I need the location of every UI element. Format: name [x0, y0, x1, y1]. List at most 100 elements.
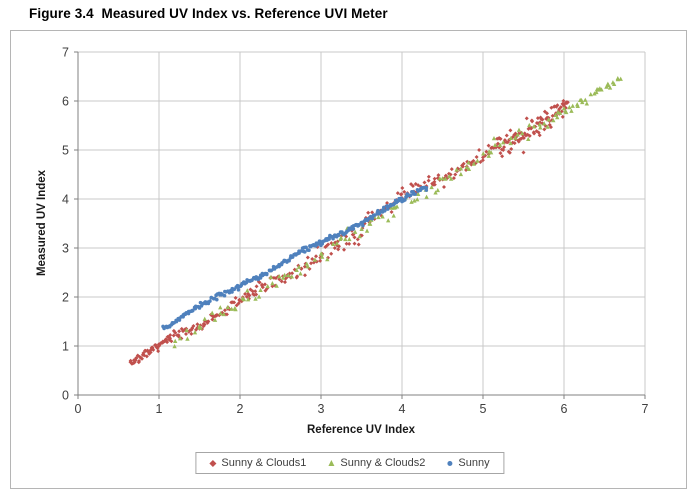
data-point-sunny-and-clouds2	[429, 184, 434, 190]
data-point-sunny-and-clouds1	[253, 289, 258, 294]
data-point-sunny-and-clouds2	[555, 114, 560, 120]
data-point-sunny-and-clouds1	[168, 336, 173, 341]
data-point-sunny-and-clouds2	[448, 176, 454, 181]
data-point-sunny-and-clouds2	[391, 205, 397, 210]
data-point-sunny-and-clouds2	[367, 221, 372, 226]
data-point-sunny-and-clouds1	[558, 105, 563, 110]
data-point-sunny-and-clouds2	[508, 140, 513, 146]
data-point-sunny-and-clouds2	[172, 343, 177, 349]
data-point-sunny-and-clouds2	[319, 254, 325, 259]
data-point-sunny-and-clouds1	[168, 333, 173, 338]
data-point-sunny-and-clouds2	[197, 325, 202, 330]
data-point-sunny-and-clouds1	[177, 329, 182, 334]
data-point-sunny-and-clouds2	[298, 271, 303, 276]
data-point-sunny	[278, 262, 283, 267]
data-point-sunny-and-clouds1	[474, 155, 479, 160]
data-point-sunny-and-clouds2	[575, 103, 580, 108]
data-point-sunny-and-clouds1	[137, 358, 142, 363]
data-point-sunny-and-clouds1	[224, 312, 229, 317]
data-point-sunny-and-clouds2	[294, 267, 299, 273]
data-point-sunny-and-clouds1	[562, 103, 566, 108]
data-point-sunny-and-clouds2	[265, 283, 270, 289]
data-point-sunny-and-clouds2	[516, 127, 522, 132]
data-point-sunny-and-clouds1	[151, 347, 156, 352]
data-point-sunny-and-clouds1	[310, 257, 315, 262]
data-point-sunny-and-clouds1	[233, 295, 238, 300]
data-point-sunny-and-clouds2	[343, 236, 348, 242]
data-point-sunny-and-clouds1	[544, 111, 549, 116]
legend-item-sunny: Sunny	[447, 457, 490, 469]
data-point-sunny-and-clouds1	[222, 308, 227, 313]
data-point-sunny-and-clouds1	[537, 133, 542, 138]
data-point-sunny-and-clouds1	[498, 136, 503, 141]
data-point-sunny-and-clouds2	[364, 228, 370, 233]
data-point-sunny	[264, 272, 269, 277]
y-tick-label: 3	[62, 242, 69, 256]
data-point-sunny-and-clouds2	[458, 171, 464, 177]
data-point-sunny-and-clouds1	[260, 285, 265, 290]
data-point-sunny	[400, 199, 404, 204]
data-point-sunny-and-clouds1	[252, 292, 257, 297]
data-point-sunny-and-clouds2	[253, 296, 258, 301]
x-axis-title: Reference UV Index	[306, 424, 416, 436]
data-point-sunny-and-clouds1	[432, 176, 437, 181]
data-point-sunny-and-clouds1	[502, 138, 507, 143]
data-point-sunny-and-clouds1	[524, 116, 529, 121]
data-point-sunny-and-clouds2	[218, 310, 223, 316]
data-point-sunny	[351, 227, 356, 231]
data-point-sunny-and-clouds2	[584, 101, 590, 106]
data-point-sunny-and-clouds2	[268, 274, 274, 280]
x-tick-label: 5	[480, 402, 487, 416]
data-point-sunny-and-clouds2	[497, 142, 503, 147]
data-point-sunny-and-clouds2	[391, 213, 396, 218]
y-tick-label: 0	[62, 389, 69, 403]
data-point-sunny-and-clouds1	[156, 349, 161, 354]
data-point-sunny	[381, 205, 386, 210]
data-point-sunny-and-clouds2	[256, 294, 262, 299]
data-point-sunny-and-clouds2	[508, 135, 514, 141]
data-point-sunny-and-clouds1	[527, 133, 532, 138]
data-point-sunny	[299, 249, 303, 253]
data-point-sunny-and-clouds1	[290, 271, 295, 276]
data-point-sunny-and-clouds2	[578, 97, 583, 102]
data-point-sunny-and-clouds1	[169, 339, 174, 344]
data-point-sunny	[205, 301, 210, 305]
data-point-sunny-and-clouds1	[432, 182, 437, 187]
data-point-sunny	[303, 250, 307, 254]
data-point-sunny	[376, 208, 380, 213]
y-tick-label: 2	[62, 291, 69, 305]
data-point-sunny-and-clouds1	[144, 354, 149, 359]
data-point-sunny-and-clouds1	[165, 340, 170, 345]
data-point-sunny-and-clouds1	[352, 241, 357, 246]
data-point-sunny-and-clouds1	[521, 150, 526, 155]
data-point-sunny	[361, 223, 365, 228]
data-point-sunny-and-clouds2	[513, 135, 518, 140]
data-point-sunny-and-clouds1	[189, 327, 194, 332]
triangle-marker-icon	[328, 460, 335, 466]
data-point-sunny-and-clouds1	[282, 280, 287, 285]
data-point-sunny-and-clouds1	[416, 183, 421, 188]
data-point-sunny-and-clouds2	[545, 124, 550, 129]
data-point-sunny-and-clouds2	[492, 142, 498, 147]
data-point-sunny-and-clouds2	[376, 214, 381, 220]
data-point-sunny-and-clouds2	[218, 305, 223, 310]
data-point-sunny-and-clouds1	[277, 277, 282, 282]
data-point-sunny-and-clouds1	[501, 148, 506, 153]
x-tick-label: 2	[237, 402, 244, 416]
data-point-sunny-and-clouds1	[318, 258, 323, 263]
data-point-sunny-and-clouds2	[604, 84, 609, 89]
data-point-sunny-and-clouds1	[542, 127, 547, 132]
data-point-sunny-and-clouds1	[250, 289, 255, 294]
legend-label: Sunny & Clouds1	[221, 457, 307, 469]
data-point-sunny-and-clouds1	[148, 347, 153, 352]
data-point-sunny-and-clouds1	[279, 279, 284, 284]
data-point-sunny-and-clouds1	[400, 186, 405, 191]
data-point-sunny-and-clouds1	[512, 141, 517, 146]
data-point-sunny-and-clouds2	[491, 135, 497, 141]
data-point-sunny-and-clouds2	[394, 204, 400, 209]
data-point-sunny-and-clouds1	[460, 164, 465, 169]
data-point-sunny-and-clouds1	[295, 274, 300, 279]
data-point-sunny-and-clouds1	[422, 180, 427, 185]
data-point-sunny-and-clouds2	[553, 112, 558, 118]
